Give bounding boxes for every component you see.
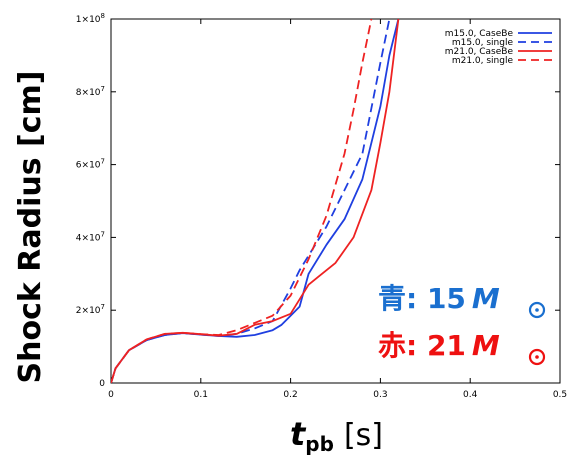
sun-symbol-icon [528, 348, 546, 366]
sun-symbol-icon [528, 301, 546, 319]
x-tick-label: 0.1 [194, 390, 208, 400]
legend-label: m21.0, single [452, 56, 514, 66]
y-tick-labels: 0 2×107 4×107 6×107 8×107 1×108 [76, 12, 105, 389]
x-tick-label: 0.3 [373, 390, 387, 400]
series-line-4 [111, 19, 373, 383]
mass-annotation: 赤: 21 M [378, 329, 546, 366]
y-tick-label: 1×108 [76, 12, 105, 25]
x-axis-title-main: t [290, 415, 307, 453]
legend-label: m21.0, CaseBe [445, 47, 514, 57]
series-line-2 [111, 19, 391, 383]
y-tick-label: 2×107 [76, 303, 105, 316]
y-tick-label: 6×107 [76, 158, 105, 171]
x-tick-label: 0.4 [463, 390, 478, 400]
series-line-3 [111, 19, 400, 383]
mass-annotation-text: 赤: 21 M [378, 329, 500, 362]
series-lines [111, 19, 400, 383]
legend-label: m15.0, single [452, 38, 514, 48]
sun-symbol-dot [535, 308, 539, 312]
x-tick-label: 0.2 [283, 390, 297, 400]
x-axis-title: tpb [s] [290, 415, 383, 455]
x-axis-title-unit: [s] [344, 418, 383, 453]
y-tick-label: 0 [99, 379, 105, 389]
y-axis-title: Shock Radius [cm] [13, 71, 48, 384]
mass-annotation: 青: 15 M [378, 282, 546, 319]
y-tick-label: 8×107 [76, 85, 105, 98]
x-tick-label: 0.5 [553, 390, 567, 400]
x-tick-labels: 0 0.1 0.2 0.3 0.4 0.5 [108, 390, 567, 400]
y-tick-label: 4×107 [76, 230, 105, 243]
x-tick-label: 0 [108, 390, 114, 400]
legend-label: m15.0, CaseBe [445, 29, 514, 39]
mass-annotations: 青: 15 M 赤: 21 M [378, 282, 546, 366]
x-axis-title-subscript: pb [305, 432, 334, 455]
mass-annotation-text: 青: 15 M [378, 282, 500, 315]
plot-frame [110, 18, 561, 384]
sun-symbol-dot [535, 355, 539, 359]
svg-text:tpb[s]: tpb [s] [290, 415, 383, 455]
